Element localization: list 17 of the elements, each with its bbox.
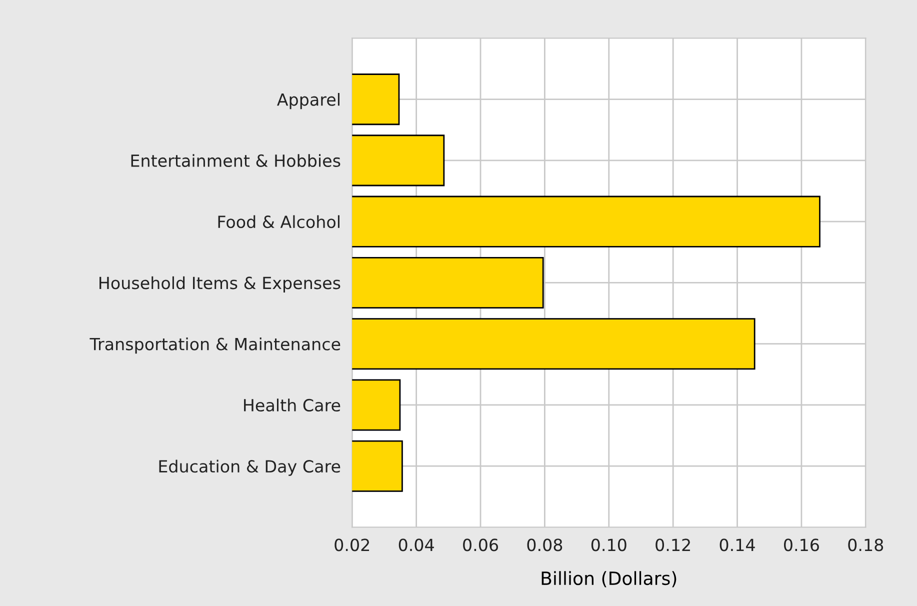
y-tick-label: Food & Alcohol — [218, 215, 340, 228]
y-tick-label: Apparel — [277, 92, 340, 110]
x-tick-label: 0.02 — [334, 538, 370, 552]
y-tick-label: Education & Day Care — [159, 460, 340, 476]
x-tick-label: 0.16 — [784, 538, 819, 552]
x-axis-title: Billion (Dollars) — [542, 571, 676, 588]
x-tick-label: 0.18 — [848, 538, 884, 552]
x-tick-label: 0.10 — [591, 538, 626, 552]
x-tick-label: 0.04 — [398, 538, 434, 552]
x-tick-label: 0.08 — [527, 538, 562, 552]
x-tick-label: 0.06 — [463, 538, 498, 552]
x-tick-label: 0.12 — [656, 538, 690, 552]
y-tick-label: Entertainment & Hobbies — [131, 154, 340, 168]
y-tick-label: Transportation & Maintenance — [90, 337, 340, 354]
y-tick-label: Household Items & Expenses — [100, 276, 340, 292]
x-tick-label: 0.14 — [720, 538, 755, 552]
y-tick-label: Health Care — [244, 398, 340, 412]
